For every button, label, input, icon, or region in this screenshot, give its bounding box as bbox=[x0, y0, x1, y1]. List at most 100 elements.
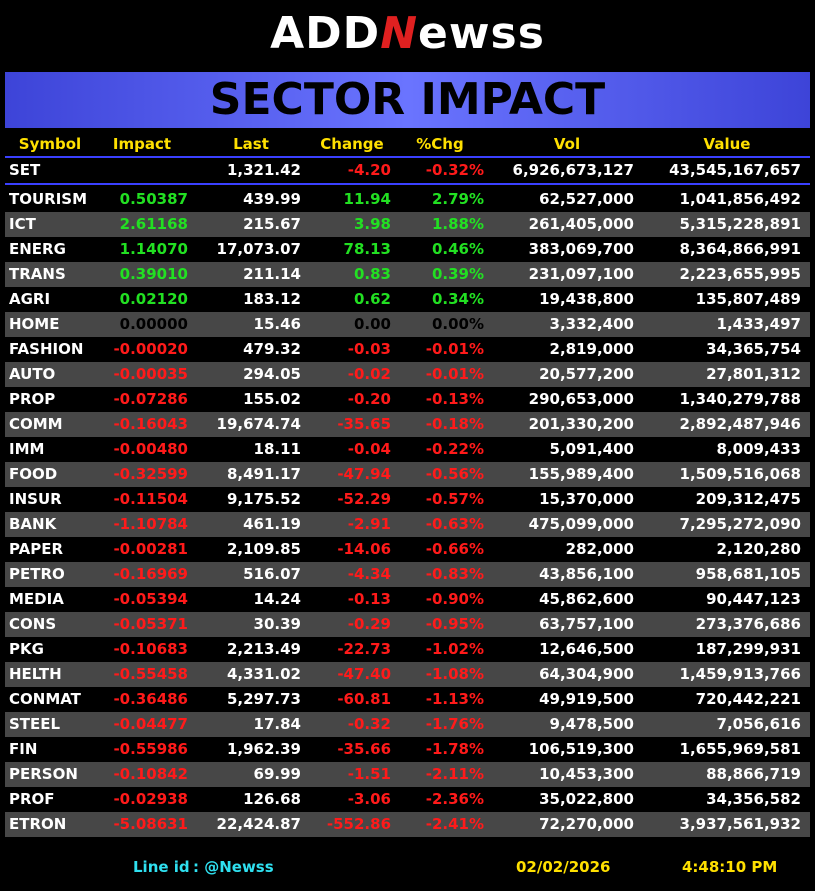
change: -3.06 bbox=[347, 790, 391, 808]
change: -0.13 bbox=[347, 590, 391, 608]
impact: -0.05371 bbox=[113, 615, 188, 633]
impact: -0.10842 bbox=[113, 765, 188, 783]
pct-change: -0.90% bbox=[425, 590, 484, 608]
row-background bbox=[5, 212, 810, 237]
change: -4.20 bbox=[347, 161, 391, 179]
volume: 106,519,300 bbox=[528, 740, 634, 758]
pct-change: -2.11% bbox=[425, 765, 484, 783]
impact: 0.00000 bbox=[119, 315, 188, 333]
last: 2,109.85 bbox=[226, 540, 301, 558]
row-background bbox=[5, 487, 810, 512]
symbol: HOME bbox=[9, 315, 60, 333]
pct-change: -0.32% bbox=[425, 161, 484, 179]
symbol: PKG bbox=[9, 640, 44, 658]
change: 11.94 bbox=[343, 190, 391, 208]
row-background bbox=[5, 787, 810, 812]
last: 211.14 bbox=[243, 265, 301, 283]
volume: 63,757,100 bbox=[539, 615, 634, 633]
last: 15.46 bbox=[253, 315, 301, 333]
last: 9,175.52 bbox=[226, 490, 301, 508]
column-header: Last bbox=[233, 135, 269, 153]
pct-change: -0.63% bbox=[425, 515, 484, 533]
symbol: TRANS bbox=[9, 265, 66, 283]
logo-right: ewss bbox=[418, 8, 545, 59]
value: 3,937,561,932 bbox=[679, 815, 801, 833]
pct-change: -0.01% bbox=[425, 365, 484, 383]
last: 126.68 bbox=[243, 790, 301, 808]
row-background bbox=[5, 412, 810, 437]
change: -0.20 bbox=[347, 390, 391, 408]
row-background bbox=[5, 537, 810, 562]
symbol: SET bbox=[9, 161, 41, 179]
row-background bbox=[5, 337, 810, 362]
volume: 290,653,000 bbox=[528, 390, 634, 408]
volume: 43,856,100 bbox=[539, 565, 634, 583]
impact: -0.00480 bbox=[113, 440, 188, 458]
logo-left: ADD bbox=[270, 8, 381, 59]
row-background bbox=[5, 287, 810, 312]
pct-change: 1.88% bbox=[431, 215, 484, 233]
pct-change: -2.41% bbox=[425, 815, 484, 833]
impact: -1.10784 bbox=[113, 515, 188, 533]
last: 19,674.74 bbox=[216, 415, 301, 433]
symbol: ICT bbox=[9, 215, 36, 233]
last: 2,213.49 bbox=[226, 640, 301, 658]
value: 34,356,582 bbox=[706, 790, 801, 808]
symbol: BANK bbox=[9, 515, 57, 533]
change: -1.51 bbox=[347, 765, 391, 783]
logo-mid: N bbox=[380, 8, 419, 59]
symbol: STEEL bbox=[9, 715, 61, 733]
last: 461.19 bbox=[243, 515, 301, 533]
value: 43,545,167,657 bbox=[669, 161, 801, 179]
change: -0.04 bbox=[347, 440, 391, 458]
impact: -0.05394 bbox=[113, 590, 188, 608]
symbol: TOURISM bbox=[9, 190, 88, 208]
pct-change: -0.01% bbox=[425, 340, 484, 358]
row-background bbox=[5, 712, 810, 737]
last: 14.24 bbox=[253, 590, 301, 608]
row-background bbox=[5, 587, 810, 612]
value: 1,459,913,766 bbox=[679, 665, 801, 683]
symbol: INSUR bbox=[9, 490, 62, 508]
volume: 20,577,200 bbox=[539, 365, 634, 383]
volume: 10,453,300 bbox=[539, 765, 634, 783]
pct-change: 0.00% bbox=[431, 315, 484, 333]
symbol: HELTH bbox=[9, 665, 62, 683]
row-background bbox=[5, 237, 810, 262]
volume: 282,000 bbox=[565, 540, 634, 558]
volume: 9,478,500 bbox=[549, 715, 634, 733]
row-background bbox=[5, 437, 810, 462]
last: 516.07 bbox=[243, 565, 301, 583]
pct-change: -0.13% bbox=[425, 390, 484, 408]
change: -14.06 bbox=[337, 540, 391, 558]
value: 209,312,475 bbox=[695, 490, 801, 508]
value: 2,892,487,946 bbox=[679, 415, 801, 433]
impact: -0.00020 bbox=[113, 340, 188, 358]
volume: 12,646,500 bbox=[539, 640, 634, 658]
pct-change: 2.79% bbox=[431, 190, 484, 208]
change: -0.03 bbox=[347, 340, 391, 358]
pct-change: -1.78% bbox=[425, 740, 484, 758]
volume: 49,919,500 bbox=[539, 690, 634, 708]
pct-change: -0.18% bbox=[425, 415, 484, 433]
symbol: FASHION bbox=[9, 340, 84, 358]
value: 720,442,221 bbox=[695, 690, 801, 708]
pct-change: -1.76% bbox=[425, 715, 484, 733]
change: 0.62 bbox=[353, 290, 391, 308]
value: 1,655,969,581 bbox=[679, 740, 801, 758]
pct-change: -2.36% bbox=[425, 790, 484, 808]
pct-change: -0.83% bbox=[425, 565, 484, 583]
column-header: Impact bbox=[112, 135, 172, 153]
change: -552.86 bbox=[326, 815, 391, 833]
row-background bbox=[5, 512, 810, 537]
symbol: PAPER bbox=[9, 540, 64, 558]
impact: -0.00281 bbox=[113, 540, 188, 558]
row-background bbox=[5, 312, 810, 337]
volume: 155,989,400 bbox=[528, 465, 634, 483]
value: 1,509,516,068 bbox=[679, 465, 801, 483]
volume: 383,069,700 bbox=[528, 240, 634, 258]
volume: 72,270,000 bbox=[539, 815, 634, 833]
change: 3.98 bbox=[353, 215, 391, 233]
change: -47.40 bbox=[337, 665, 391, 683]
